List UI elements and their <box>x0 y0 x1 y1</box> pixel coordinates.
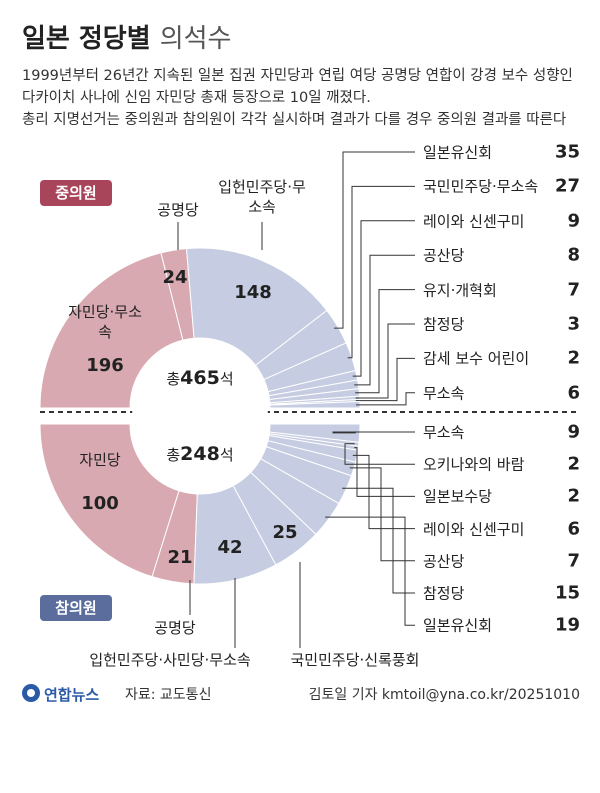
leader-line <box>354 447 415 497</box>
house-badge: 중의원 <box>40 180 112 206</box>
segment-name: 입헌민주당·무소속 <box>218 178 306 216</box>
legend-name: 일본유신회 <box>423 143 493 162</box>
legend-name: 레이와 신센구미 <box>423 212 525 231</box>
leader-line <box>325 516 415 626</box>
leader-line <box>352 454 415 530</box>
segment-name: 자민당 <box>79 451 121 469</box>
segment-name: 입헌민주당·사민당·무소속 <box>89 651 251 669</box>
segment-value: 21 <box>167 547 193 568</box>
seat-segment <box>268 423 361 443</box>
source: 자료: 교도통신 <box>125 687 212 703</box>
total-total-suffix: 석 <box>219 446 234 464</box>
title-light: 의석수 <box>159 24 232 54</box>
legend-value: 6 <box>567 518 580 540</box>
leader-line <box>334 151 415 329</box>
leader-line <box>355 289 415 394</box>
leader-line <box>332 431 415 434</box>
title: 일본 정당별 의석수 <box>22 18 231 55</box>
seat-segment <box>185 247 328 367</box>
description: 다카이치 사나에 신임 자민당 총재 등장으로 10일 깨졌다. <box>22 90 371 106</box>
house-badge: 참의원 <box>40 595 112 621</box>
leader-line <box>342 487 415 594</box>
segment-name: 국민민주당·신록풍회 <box>290 651 420 669</box>
legend-value: 7 <box>567 279 580 301</box>
description: 1999년부터 26년간 지속된 일본 집권 자민당과 연립 여당 공명당 연합… <box>22 68 573 84</box>
leader-line <box>355 323 415 399</box>
legend-name: 무소속 <box>423 384 465 403</box>
leader-line <box>354 254 415 386</box>
leader-line <box>352 220 415 377</box>
legend-value: 8 <box>567 244 580 266</box>
legend-name: 감세 보수 어린이 <box>423 349 530 368</box>
segment-value: 25 <box>272 522 298 543</box>
legend-value: 2 <box>567 485 580 507</box>
center-circle <box>132 356 268 492</box>
seat-segment <box>39 252 184 409</box>
leader-line <box>355 357 415 402</box>
segment-name: 공명당 <box>157 201 199 219</box>
legend-name: 일본유신회 <box>423 616 493 635</box>
total-label: 총465석 <box>166 367 233 389</box>
total-total-prefix: 총 <box>166 370 181 388</box>
leader-line <box>355 392 415 406</box>
segment-value: 42 <box>217 537 243 558</box>
leader-line <box>349 467 415 562</box>
legend-name: 레이와 신센구미 <box>423 520 525 539</box>
logo: 연합뉴스 <box>44 686 100 704</box>
description: 총리 지명선거는 중의원과 참의원이 각각 실시하며 결과가 다를 경우 중의원… <box>22 112 567 128</box>
legend-value: 7 <box>567 550 580 572</box>
legend-value: 35 <box>554 141 580 163</box>
legend-value: 9 <box>567 210 580 232</box>
seat-segment <box>39 423 180 578</box>
legend-name: 무소속 <box>423 423 465 442</box>
legend-name: 유지·개혁회 <box>423 281 497 300</box>
legend-name: 공산당 <box>423 246 465 265</box>
logo-icon <box>22 684 40 702</box>
legend-value: 9 <box>567 421 580 443</box>
total-total-suffix: 석 <box>219 370 234 388</box>
legend-value: 6 <box>567 382 580 404</box>
legend-name: 일본보수당 <box>423 487 493 506</box>
total-label: 총248석 <box>166 443 233 465</box>
segment-value: 100 <box>81 493 119 514</box>
total-total-prefix: 총 <box>166 446 181 464</box>
legend-value: 27 <box>554 175 580 197</box>
credit: 김토일 기자 kmtoil@yna.co.kr/20251010 <box>308 687 580 703</box>
segment-name: 자민당·무소속 <box>68 303 142 341</box>
legend-name: 참정당 <box>423 315 465 334</box>
legend-value: 2 <box>567 453 580 475</box>
legend-value: 2 <box>567 347 580 369</box>
leader-line <box>344 443 415 465</box>
total-total: 465 <box>180 367 220 389</box>
segment-value: 24 <box>162 267 188 288</box>
total-total: 248 <box>180 443 220 465</box>
leader-line <box>347 185 415 359</box>
legend-name: 참정당 <box>423 584 465 603</box>
legend-name: 공산당 <box>423 552 465 571</box>
segment-name: 공명당 <box>154 619 196 637</box>
legend-name: 국민민주당·무소속 <box>423 177 539 196</box>
legend-name: 오키나와의 바람 <box>423 455 525 474</box>
segment-value: 148 <box>234 282 272 303</box>
title-main: 일본 정당별 <box>22 24 151 54</box>
legend-value: 19 <box>554 614 580 636</box>
legend-value: 15 <box>554 582 580 604</box>
segment-value: 196 <box>86 355 124 376</box>
seat-segment <box>269 400 361 409</box>
legend-value: 3 <box>567 313 580 335</box>
